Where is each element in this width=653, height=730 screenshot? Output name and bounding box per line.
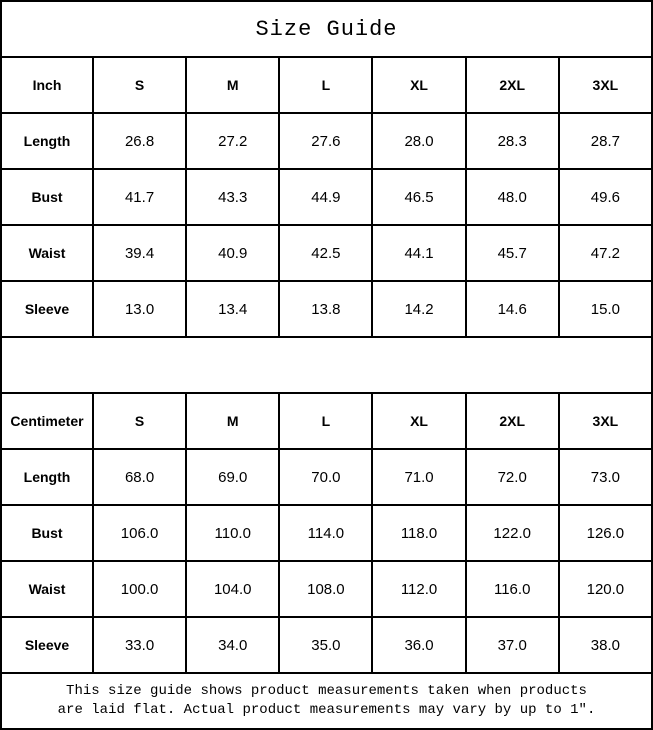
column-header: S: [91, 392, 188, 450]
size-value: 28.0: [371, 112, 467, 170]
size-value: 27.6: [278, 112, 374, 170]
column-header: 2XL: [464, 392, 560, 450]
size-value: 33.0: [91, 616, 188, 674]
size-value: 28.7: [557, 112, 653, 170]
spacer-cell: [0, 336, 653, 394]
size-value: 13.4: [185, 280, 281, 338]
footnote-section: This size guide shows product measuremen…: [0, 672, 653, 730]
size-value: 43.3: [185, 168, 281, 226]
footnote-line-2: are laid flat. Actual product measuremen…: [57, 702, 596, 718]
size-row: Bust 41.7 43.3 44.9 46.5 48.0 49.6: [0, 168, 653, 226]
row-label: Waist: [0, 224, 94, 282]
unit-header: Centimeter: [0, 392, 94, 450]
size-row: Length 68.0 69.0 70.0 71.0 72.0 73.0: [0, 448, 653, 506]
size-row: Length 26.8 27.2 27.6 28.0 28.3 28.7: [0, 112, 653, 170]
size-value: 112.0: [371, 560, 467, 618]
row-label: Bust: [0, 504, 94, 562]
column-header: 3XL: [557, 392, 653, 450]
size-value: 70.0: [278, 448, 374, 506]
row-label: Length: [0, 448, 94, 506]
row-label: Sleeve: [0, 616, 94, 674]
size-value: 49.6: [557, 168, 653, 226]
footnote-row: This size guide shows product measuremen…: [0, 672, 653, 730]
size-value: 41.7: [91, 168, 188, 226]
size-header-row: Centimeter S M L XL 2XL 3XL: [0, 392, 653, 450]
size-value: 13.8: [278, 280, 374, 338]
size-row: Sleeve 13.0 13.4 13.8 14.2 14.6 15.0: [0, 280, 653, 338]
size-value: 104.0: [185, 560, 281, 618]
column-header: XL: [371, 392, 467, 450]
size-value: 27.2: [185, 112, 281, 170]
footnote: This size guide shows product measuremen…: [0, 672, 653, 730]
size-value: 47.2: [557, 224, 653, 282]
size-value: 71.0: [371, 448, 467, 506]
size-value: 45.7: [464, 224, 560, 282]
title-row: Size Guide: [0, 0, 653, 58]
column-header: 2XL: [464, 56, 560, 114]
row-label: Waist: [0, 560, 94, 618]
size-value: 100.0: [91, 560, 188, 618]
page-title: Size Guide: [0, 0, 653, 58]
column-header: M: [185, 56, 281, 114]
column-header: L: [278, 56, 374, 114]
column-header: 3XL: [557, 56, 653, 114]
size-value: 72.0: [464, 448, 560, 506]
size-value: 110.0: [185, 504, 281, 562]
row-label: Sleeve: [0, 280, 94, 338]
footnote-line-1: This size guide shows product measuremen…: [66, 683, 587, 699]
size-row: Waist 100.0 104.0 108.0 112.0 116.0 120.0: [0, 560, 653, 618]
size-value: 37.0: [464, 616, 560, 674]
size-value: 13.0: [91, 280, 188, 338]
size-value: 40.9: [185, 224, 281, 282]
column-header: L: [278, 392, 374, 450]
size-value: 108.0: [278, 560, 374, 618]
size-value: 46.5: [371, 168, 467, 226]
size-value: 44.1: [371, 224, 467, 282]
size-value: 48.0: [464, 168, 560, 226]
size-value: 15.0: [557, 280, 653, 338]
size-value: 69.0: [185, 448, 281, 506]
column-header: M: [185, 392, 281, 450]
row-label: Length: [0, 112, 94, 170]
size-value: 14.2: [371, 280, 467, 338]
size-value: 114.0: [278, 504, 374, 562]
size-row: Bust 106.0 110.0 114.0 118.0 122.0 126.0: [0, 504, 653, 562]
inch-table-body: Inch S M L XL 2XL 3XL Length 26.8 27.2 27.6 28.0 28.…: [0, 56, 653, 338]
size-value: 120.0: [557, 560, 653, 618]
size-header-row: Inch S M L XL 2XL 3XL: [0, 56, 653, 114]
size-value: 118.0: [371, 504, 467, 562]
unit-header: Inch: [0, 56, 94, 114]
size-value: 39.4: [91, 224, 188, 282]
size-value: 28.3: [464, 112, 560, 170]
size-value: 38.0: [557, 616, 653, 674]
size-value: 44.9: [278, 168, 374, 226]
size-value: 36.0: [371, 616, 467, 674]
size-value: 26.8: [91, 112, 188, 170]
spacer-section: [0, 336, 653, 394]
size-value: 73.0: [557, 448, 653, 506]
size-value: 126.0: [557, 504, 653, 562]
size-row: Sleeve 33.0 34.0 35.0 36.0 37.0 38.0: [0, 616, 653, 674]
size-value: 35.0: [278, 616, 374, 674]
size-value: 122.0: [464, 504, 560, 562]
title-section: Size Guide: [0, 0, 653, 58]
spacer-row: [0, 336, 653, 394]
row-label: Bust: [0, 168, 94, 226]
size-value: 116.0: [464, 560, 560, 618]
size-value: 106.0: [91, 504, 188, 562]
column-header: XL: [371, 56, 467, 114]
size-value: 14.6: [464, 280, 560, 338]
size-value: 68.0: [91, 448, 188, 506]
size-row: Waist 39.4 40.9 42.5 44.1 45.7 47.2: [0, 224, 653, 282]
size-value: 34.0: [185, 616, 281, 674]
column-header: S: [91, 56, 188, 114]
centimeter-table-body: Centimeter S M L XL 2XL 3XL Length 68.0 69.0 70.0 7…: [0, 392, 653, 674]
size-value: 42.5: [278, 224, 374, 282]
